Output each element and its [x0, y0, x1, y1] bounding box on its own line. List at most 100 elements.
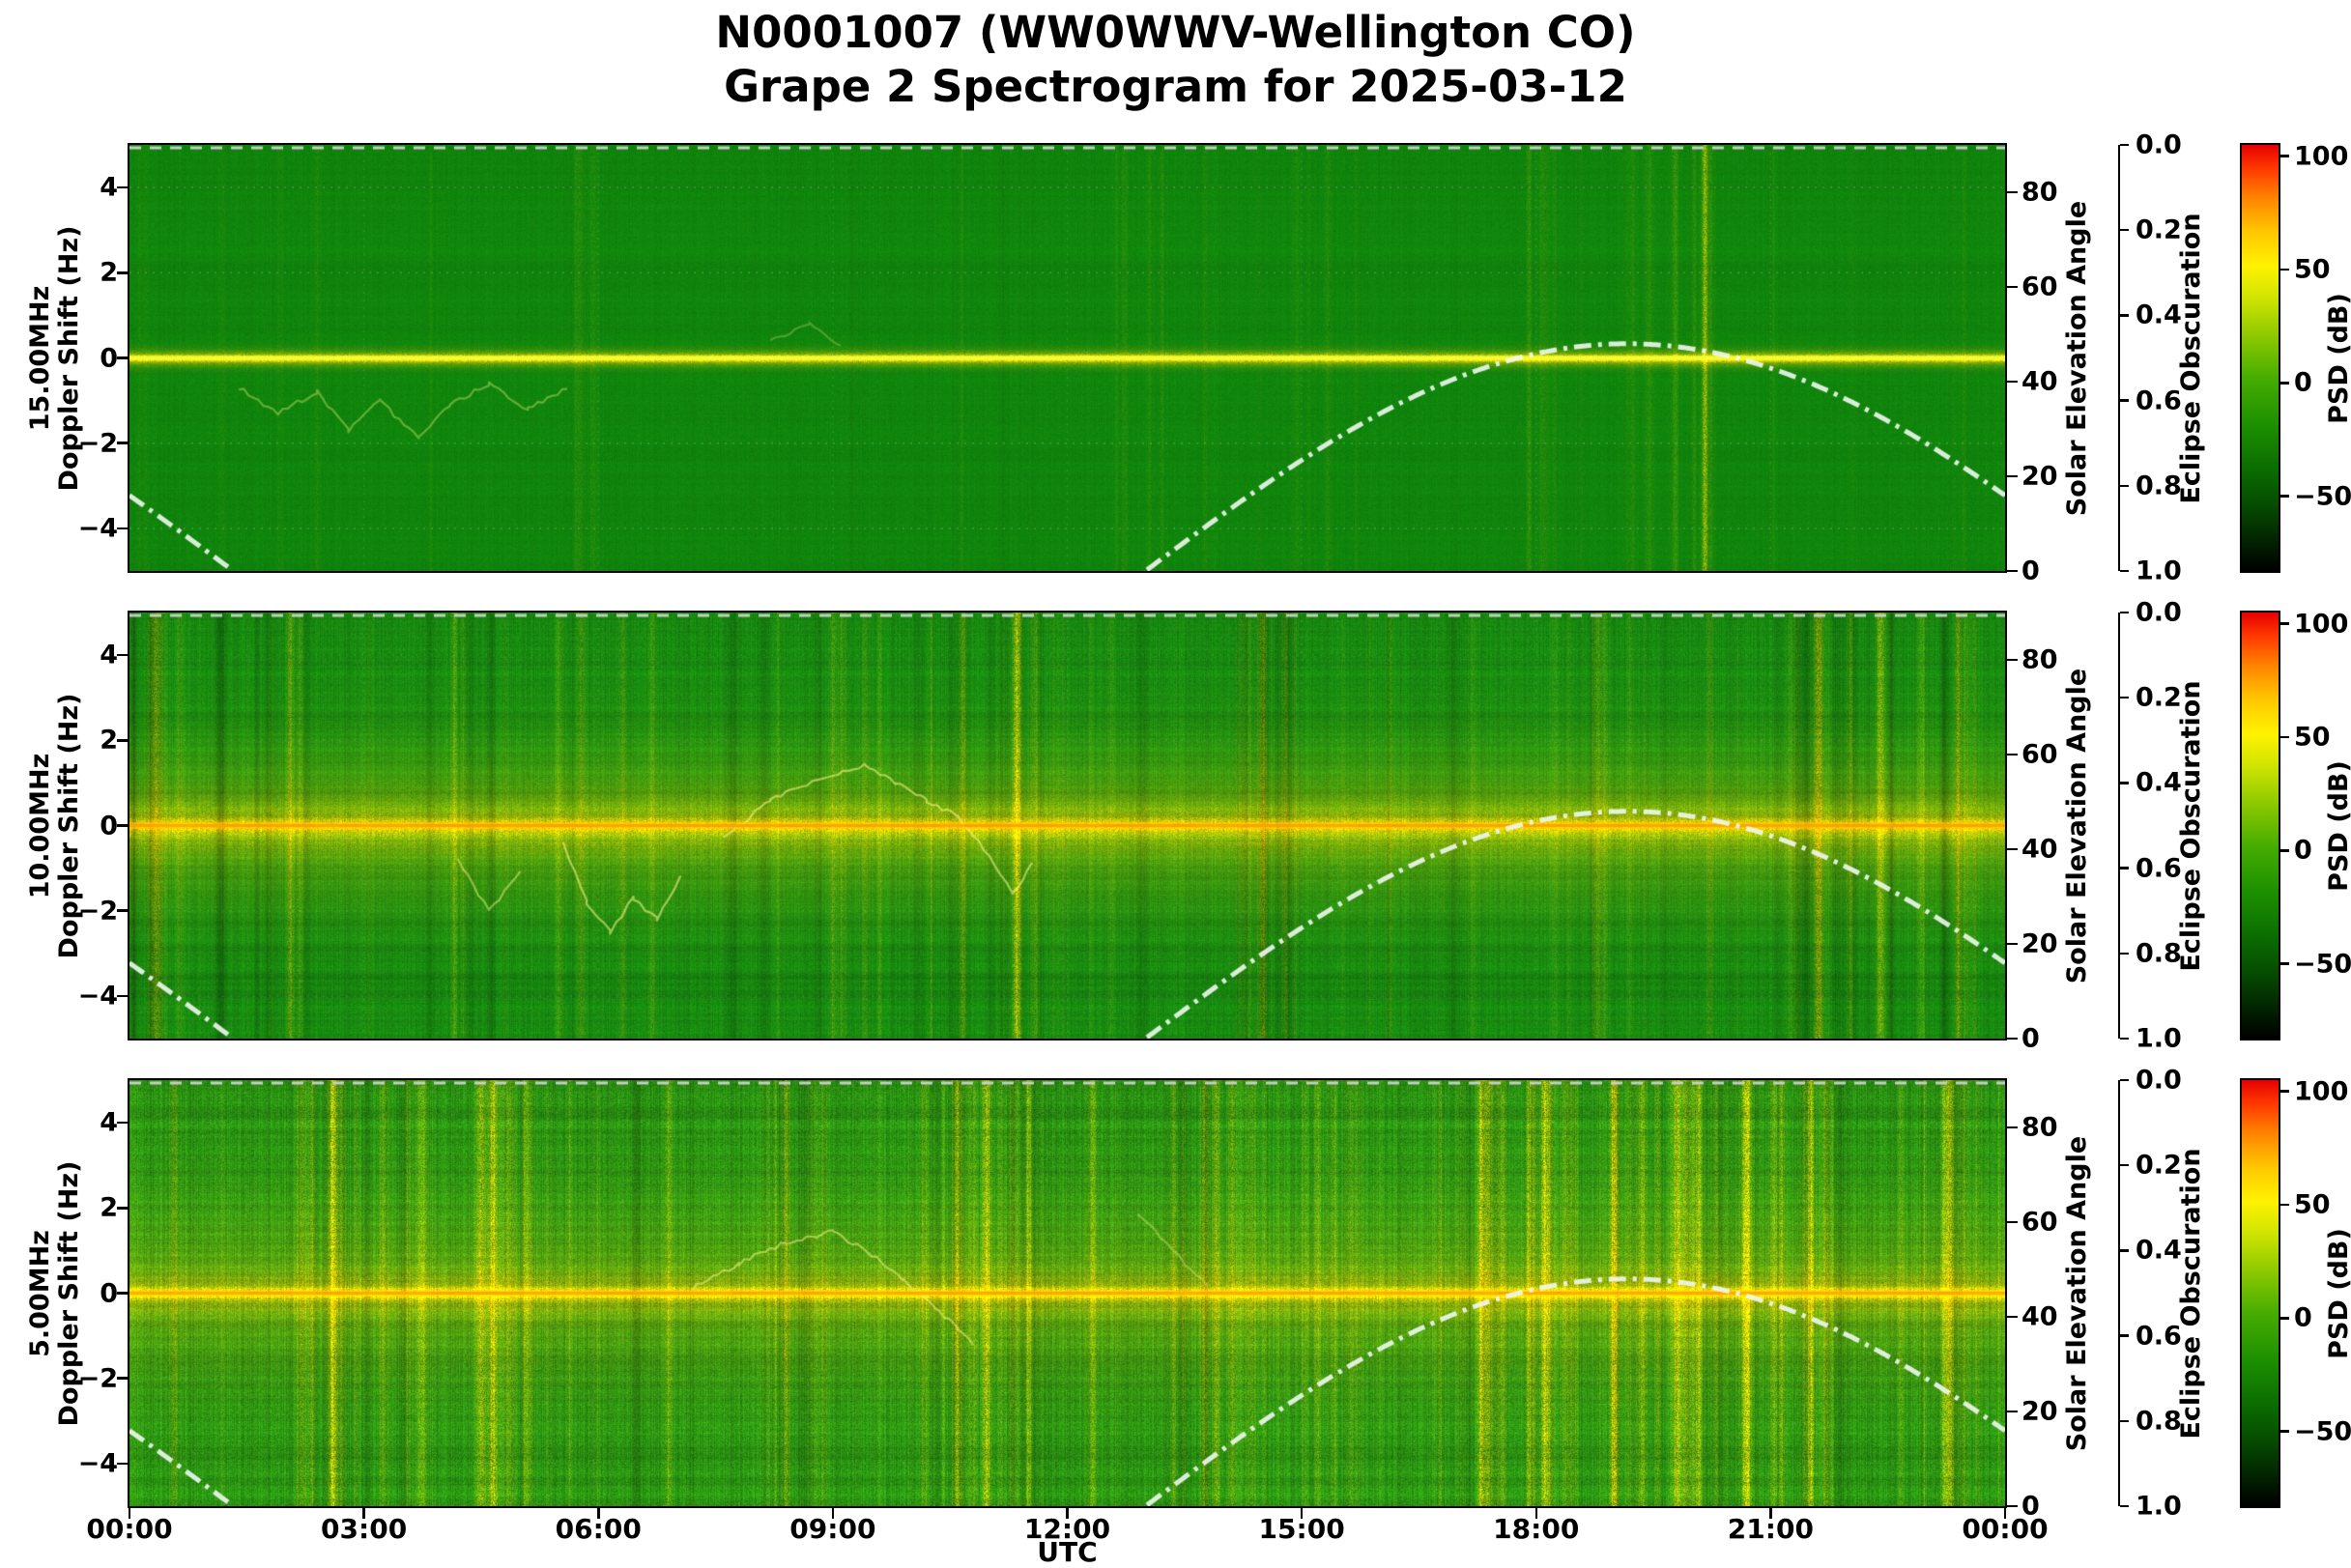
psd-colorbar-gradient: [2242, 613, 2279, 1039]
psd-tick-label: 0: [2294, 1302, 2312, 1333]
solar-tick-label: 80: [2021, 1112, 2058, 1143]
eclipse-tick-label: 0.6: [2136, 1321, 2182, 1352]
x-axis-label: UTC: [1037, 1536, 1098, 1568]
eclipse-tick-mark: [2120, 1334, 2129, 1337]
doppler-tick-label: 2: [100, 257, 118, 288]
eclipse-axis-spine: [2118, 145, 2120, 571]
eclipse-tick-label: 0.6: [2136, 385, 2182, 416]
solar-tick-label: 40: [2021, 366, 2058, 397]
x-tick-mark: [128, 1508, 131, 1519]
solar-tick-label: 40: [2021, 834, 2058, 865]
solar-tick-mark: [2007, 569, 2018, 573]
doppler-tick-mark: [117, 1292, 128, 1295]
x-tick-label: 00:00: [1962, 1513, 2049, 1545]
eclipse-tick-mark: [2120, 1504, 2129, 1508]
doppler-tick-label: −2: [77, 896, 118, 927]
doppler-tick-mark: [117, 653, 128, 657]
doppler-tick-label: 4: [100, 172, 118, 203]
doppler-tick-mark: [117, 271, 128, 274]
psd-axis-label: PSD (dB): [2324, 759, 2351, 892]
x-tick-mark: [1300, 1508, 1304, 1519]
x-tick-mark: [597, 1508, 600, 1519]
eclipse-tick-mark: [2120, 952, 2129, 955]
doppler-tick-label: 0: [100, 1278, 118, 1308]
doppler-tick-mark: [117, 185, 128, 189]
spectrogram-canvas-15mhz: [129, 145, 2005, 571]
x-tick-label: 12:00: [1023, 1513, 1111, 1545]
solar-tick-mark: [2007, 380, 2018, 384]
solar-tick-mark: [2007, 1220, 2018, 1224]
doppler-tick-mark: [117, 1377, 128, 1380]
figure-title: N0001007 (WW0WWV-Wellington CO) Grape 2 …: [0, 6, 2351, 114]
eclipse-tick-mark: [2120, 1249, 2129, 1252]
psd-tick-mark: [2280, 1203, 2289, 1207]
x-tick-mark: [831, 1508, 835, 1519]
psd-tick-mark: [2280, 962, 2289, 965]
doppler-tick-label: 0: [100, 811, 118, 841]
eclipse-tick-mark: [2120, 696, 2129, 699]
solar-tick-label: 0: [2021, 1023, 2040, 1054]
solar-tick-mark: [2007, 1504, 2018, 1508]
psd-tick-label: 50: [2294, 1189, 2331, 1220]
psd-tick-label: 100: [2294, 609, 2349, 640]
eclipse-tick-mark: [2120, 782, 2129, 784]
y-axis-label-doppler: Doppler Shift (Hz): [54, 693, 84, 958]
solar-tick-mark: [2007, 942, 2018, 946]
doppler-tick-mark: [117, 909, 128, 912]
psd-tick-label: 0: [2294, 835, 2312, 866]
x-tick-label: 03:00: [321, 1513, 408, 1545]
y-axis-label-freq: 15.00MHz: [25, 285, 55, 431]
psd-tick-label: 50: [2294, 722, 2331, 753]
psd-tick-mark: [2280, 495, 2289, 498]
eclipse-tick-label: 0.4: [2136, 767, 2182, 798]
psd-axis-label: PSD (dB): [2324, 292, 2351, 424]
solar-tick-mark: [2007, 753, 2018, 756]
eclipse-tick-label: 0.8: [2136, 1406, 2182, 1437]
psd-tick-label: 100: [2294, 1076, 2349, 1107]
eclipse-tick-label: 0.0: [2136, 597, 2182, 628]
x-tick-label: 09:00: [789, 1513, 876, 1545]
spectrogram-canvas-5mhz: [129, 1080, 2005, 1506]
eclipse-tick-label: 0.2: [2136, 214, 2182, 245]
eclipse-tick-mark: [2120, 484, 2129, 488]
solar-tick-mark: [2007, 1037, 2018, 1041]
psd-colorbar-gradient: [2242, 145, 2279, 571]
psd-colorbar-10mhz: [2240, 611, 2280, 1041]
eclipse-tick-mark: [2120, 1078, 2129, 1082]
eclipse-axis-label: Eclipse Obscuration: [2176, 679, 2206, 972]
solar-tick-mark: [2007, 474, 2018, 478]
eclipse-tick-label: 1.0: [2136, 556, 2182, 586]
x-tick-mark: [2003, 1508, 2007, 1519]
eclipse-tick-label: 0.2: [2136, 1150, 2182, 1181]
solar-axis-label: Solar Elevation Angle: [2062, 668, 2092, 984]
y-axis-label-freq: 5.00MHz: [25, 1229, 55, 1357]
solar-tick-label: 0: [2021, 556, 2040, 586]
solar-tick-mark: [2007, 190, 2018, 194]
eclipse-tick-mark: [2120, 143, 2129, 147]
doppler-tick-mark: [117, 1207, 128, 1210]
x-tick-mark: [362, 1508, 365, 1519]
psd-tick-mark: [2280, 1317, 2289, 1320]
solar-tick-label: 40: [2021, 1301, 2058, 1332]
eclipse-tick-label: 0.0: [2136, 129, 2182, 160]
solar-tick-label: 60: [2021, 1207, 2058, 1238]
psd-colorbar-gradient: [2242, 1080, 2279, 1506]
psd-tick-mark: [2280, 622, 2289, 625]
solar-tick-label: 80: [2021, 177, 2058, 208]
solar-tick-label: 60: [2021, 271, 2058, 302]
y-axis-label-15mhz: 15.00MHz Doppler Shift (Hz): [25, 225, 84, 491]
eclipse-tick-label: 0.8: [2136, 470, 2182, 501]
eclipse-tick-mark: [2120, 228, 2129, 232]
x-tick-mark: [1066, 1508, 1069, 1519]
solar-tick-mark: [2007, 1315, 2018, 1319]
solar-tick-label: 20: [2021, 928, 2058, 959]
x-tick-mark: [1769, 1508, 1772, 1519]
doppler-tick-mark: [117, 1121, 128, 1125]
solar-tick-label: 20: [2021, 1396, 2058, 1427]
psd-tick-mark: [2280, 268, 2289, 271]
doppler-tick-mark: [117, 527, 128, 530]
doppler-tick-label: −4: [77, 1448, 118, 1479]
eclipse-tick-mark: [2120, 1419, 2129, 1423]
eclipse-axis-spine: [2118, 1080, 2120, 1506]
